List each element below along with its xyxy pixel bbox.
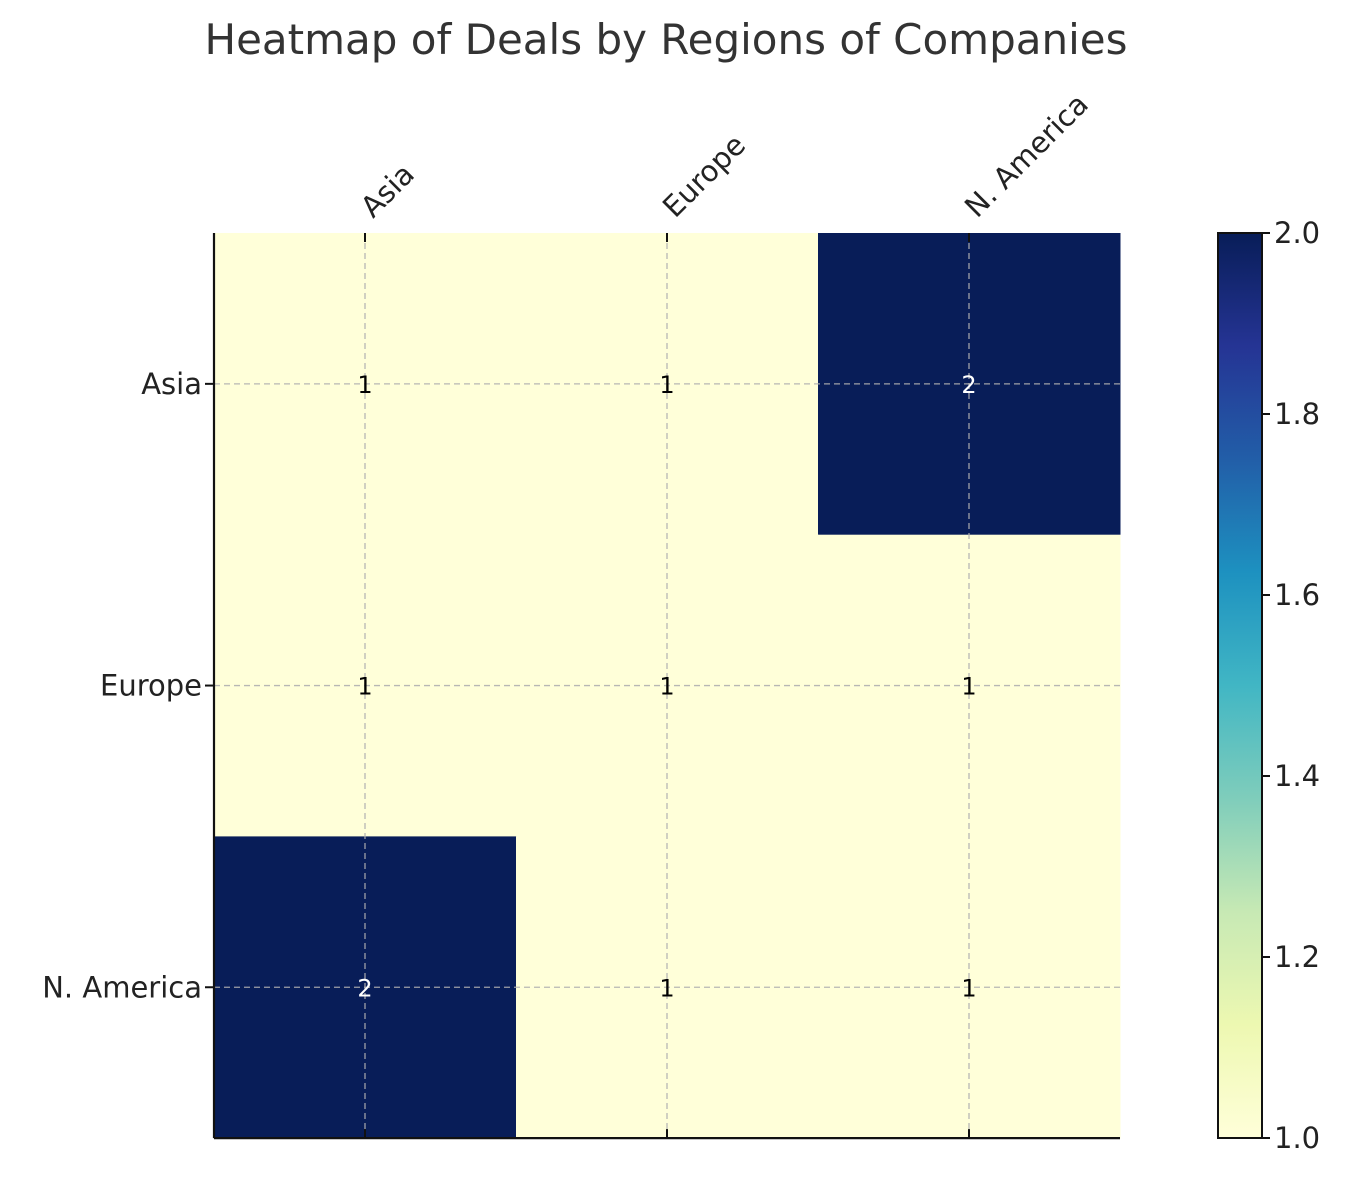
x-tick-label: N. America [958,87,1095,224]
cell-value-label: 2 [961,371,976,399]
y-tick-label: Asia [141,367,202,401]
x-tick-label: Europe [656,128,752,224]
cell-value-label: 1 [357,371,372,399]
cell-value-label: 2 [357,974,372,1002]
cell-labels: 1 1 2 1 1 1 2 1 1 [357,371,976,1002]
chart-title: Heatmap of Deals by Regions of Companies [205,15,1128,64]
colorbar-tick-label: 1.0 [1274,1121,1320,1155]
cell-value-label: 1 [961,673,976,701]
colorbar: 1.0 1.2 1.4 1.6 1.8 2.0 [1217,216,1320,1155]
grid-lines [214,233,1120,1139]
y-axis-ticks: Asia Europe N. America [42,367,214,1004]
colorbar-tick-label: 2.0 [1274,216,1320,250]
colorbar-tick-label: 1.8 [1274,397,1320,431]
y-tick-label: Europe [100,669,202,703]
cell-value-label: 1 [357,673,372,701]
cell-value-label: 1 [659,371,674,399]
colorbar-tick-label: 1.6 [1274,578,1320,612]
colorbar-tick-label: 1.4 [1274,759,1320,793]
colorbar-tick-label: 1.2 [1274,940,1320,974]
colorbar-gradient [1217,232,1263,1139]
colorbar-ticks: 1.0 1.2 1.4 1.6 1.8 2.0 [1262,216,1320,1155]
cell-value-label: 1 [659,974,674,1002]
x-tick-label: Asia [354,157,421,224]
y-tick-label: N. America [42,970,202,1004]
cell-value-label: 1 [961,974,976,1002]
cell-value-label: 1 [659,673,674,701]
